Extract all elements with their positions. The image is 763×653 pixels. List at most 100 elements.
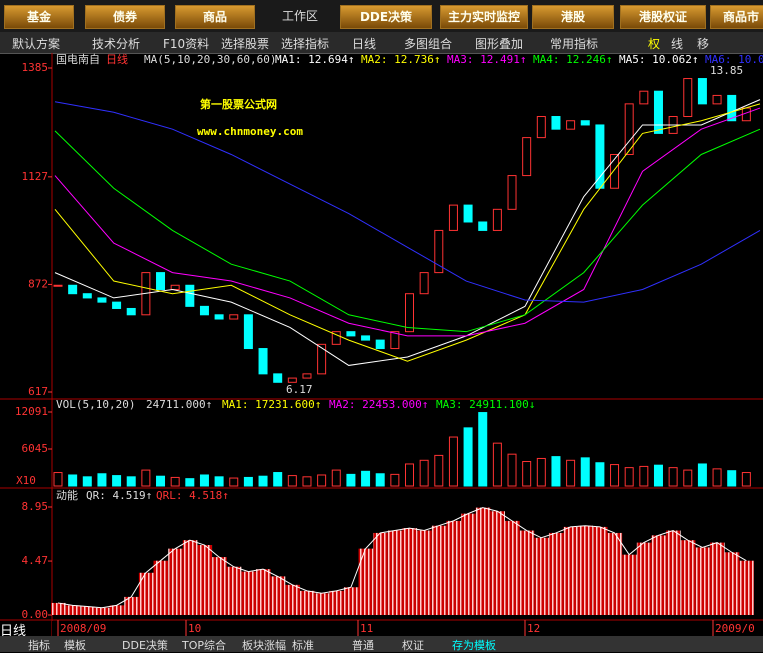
volume-bar	[317, 474, 327, 487]
volume-bar	[170, 476, 180, 487]
bottom-tab[interactable]: 指标	[28, 639, 50, 652]
toolbar-button[interactable]: 港股权证	[620, 5, 706, 29]
y-tick-label: 8.95	[22, 500, 49, 513]
toolbar-item[interactable]: 选择股票	[221, 37, 270, 51]
candle	[302, 373, 312, 379]
bottom-tab[interactable]: 板块涨幅	[242, 639, 286, 652]
volume-bar	[405, 463, 414, 487]
volume-bar	[243, 476, 253, 487]
toolbar-item[interactable]: 图形叠加	[475, 37, 524, 51]
toolbar-item[interactable]: 选择指标	[281, 37, 330, 51]
momentum-bar	[358, 548, 374, 615]
candle	[492, 208, 502, 231]
volume-bar	[302, 476, 312, 487]
volume-ma-label: MA1: 17231.600↑	[222, 398, 321, 411]
momentum-bar	[563, 526, 579, 615]
momentum-bar	[519, 530, 535, 615]
momentum-bar	[446, 520, 462, 615]
candle	[463, 204, 473, 223]
toolbar-button[interactable]: DDE决策	[340, 5, 432, 29]
bottom-tab[interactable]: 存为模板	[452, 639, 496, 652]
ma-label: MA5: 10.062↑	[619, 53, 698, 66]
toolbar-item[interactable]: 常用指标	[550, 37, 599, 51]
momentum-bar	[387, 530, 403, 615]
candle	[419, 272, 429, 295]
momentum-bar	[622, 554, 637, 615]
candle	[68, 284, 78, 295]
candle	[97, 297, 107, 303]
volume-bar	[522, 461, 532, 487]
toolbar-item[interactable]: 默认方案	[12, 37, 61, 51]
momentum-bar	[739, 560, 754, 615]
toolbar-item[interactable]: 权	[648, 37, 661, 51]
low-note: 6.17	[286, 383, 313, 396]
volume-ma-label: MA2: 22453.000↑	[329, 398, 428, 411]
toolbar-item[interactable]: 日线	[352, 37, 377, 51]
momentum-bar	[138, 572, 154, 615]
volume-bar	[478, 412, 488, 487]
toolbar-button[interactable]: 商品	[175, 5, 255, 29]
candle	[258, 348, 268, 375]
ma-line	[54, 99, 761, 366]
watermark-url: www.chnmoney.com	[197, 125, 303, 138]
watermark-title: 第一股票公式网	[200, 97, 277, 111]
toolbar-button[interactable]: 主力实时监控	[440, 5, 528, 29]
volume-bar	[331, 469, 341, 487]
y-tick-label: 872	[28, 277, 48, 290]
candle	[448, 204, 458, 231]
date-axis-bg	[52, 621, 763, 636]
bottom-tab[interactable]: 权证	[402, 639, 424, 652]
toolbar-button[interactable]: 债券	[85, 5, 165, 29]
toolbar-button[interactable]: 港股	[532, 5, 614, 29]
volume-bar	[53, 472, 63, 487]
toolbar-button[interactable]: 工作区	[281, 9, 318, 23]
bottom-tab[interactable]: 普通	[352, 639, 374, 652]
candle	[507, 175, 517, 210]
momentum-bar	[168, 548, 183, 615]
toolbar-item[interactable]: 线	[671, 37, 684, 51]
momentum-bar	[475, 507, 491, 615]
volume-header: VOL(5,10,20)	[56, 398, 135, 411]
momentum-bar	[329, 590, 344, 615]
volume-bar	[566, 459, 576, 487]
toolbar-item[interactable]: 移	[697, 37, 710, 51]
y-tick-label: 1127	[22, 170, 49, 183]
volume-bar	[68, 474, 78, 487]
toolbar-button[interactable]: 基金	[4, 5, 74, 29]
stock-name: 国电南自	[56, 53, 100, 66]
volume-bar	[346, 473, 356, 487]
volume-bar	[697, 463, 707, 487]
candle	[727, 94, 737, 122]
momentum-bar	[373, 532, 388, 615]
momentum-bar	[226, 566, 242, 615]
volume-bar	[448, 436, 458, 487]
toolbar-item[interactable]: 技术分析	[92, 37, 141, 51]
volume-value: 24711.000↑	[146, 398, 212, 411]
volume-bar	[229, 477, 239, 487]
bottom-tab[interactable]: 日线	[0, 624, 27, 639]
volume-bar	[741, 472, 751, 487]
ma-line	[54, 107, 761, 337]
momentum-bar	[578, 525, 593, 615]
volume-bar	[199, 474, 209, 487]
y-tick-label: 4.47	[22, 554, 49, 567]
toolbar-button[interactable]: 商品市	[710, 5, 763, 29]
bottom-tab[interactable]: 模板	[64, 639, 86, 652]
candle	[170, 284, 180, 290]
date-label: 11	[360, 622, 373, 635]
candle	[82, 293, 92, 299]
date-label: 12	[527, 622, 540, 635]
toolbar-item[interactable]: F10资料	[163, 37, 210, 51]
momentum-bar	[710, 542, 725, 615]
bottom-tab[interactable]: 标准	[292, 639, 314, 652]
candle	[522, 137, 532, 177]
momentum-bar	[607, 532, 623, 615]
bottom-tab[interactable]: DDE决策	[122, 639, 168, 652]
ma-label: MA6: 10.062	[705, 53, 763, 66]
candle	[683, 78, 693, 118]
qr-label: QR: 4.519↑	[86, 489, 152, 502]
y-tick-label: 1385	[22, 61, 49, 74]
toolbar-item[interactable]: 多图组合	[404, 37, 453, 51]
momentum-bar	[256, 569, 271, 615]
bottom-tab[interactable]: TOP综合	[182, 639, 227, 652]
